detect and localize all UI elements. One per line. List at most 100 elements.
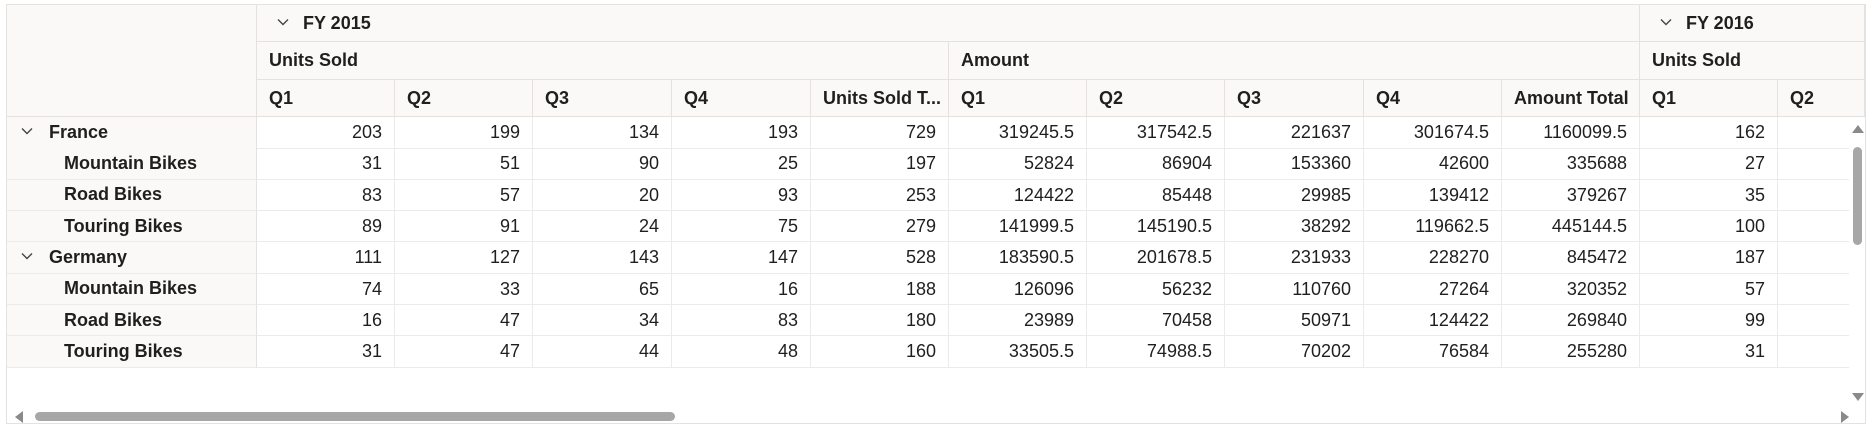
table-cell[interactable]: 124422 bbox=[1364, 304, 1502, 337]
table-cell[interactable]: 845472 bbox=[1502, 242, 1640, 274]
table-cell[interactable]: 74 bbox=[257, 273, 395, 305]
table-cell[interactable]: 320352 bbox=[1502, 273, 1640, 305]
column-header-1[interactable]: Q2 bbox=[395, 80, 533, 117]
table-cell[interactable]: 127 bbox=[395, 242, 533, 274]
table-cell[interactable]: 52824 bbox=[949, 148, 1087, 180]
table-cell[interactable]: 99 bbox=[1640, 304, 1778, 337]
row-header[interactable]: Mountain Bikes bbox=[7, 148, 257, 180]
table-cell[interactable]: 75 bbox=[672, 210, 811, 243]
table-cell[interactable]: 47 bbox=[395, 304, 533, 337]
horizontal-scrollbar[interactable] bbox=[7, 410, 1865, 423]
scroll-left-icon[interactable] bbox=[15, 411, 23, 423]
table-cell[interactable]: 188 bbox=[811, 273, 949, 305]
table-cell[interactable]: 301674.5 bbox=[1364, 117, 1502, 149]
scroll-right-icon[interactable] bbox=[1841, 411, 1849, 423]
table-cell[interactable]: 83 bbox=[672, 304, 811, 337]
table-cell[interactable]: 27 bbox=[1640, 148, 1778, 180]
table-cell[interactable]: 57 bbox=[1640, 273, 1778, 305]
table-cell[interactable]: 34 bbox=[533, 304, 672, 337]
table-cell[interactable] bbox=[1778, 211, 1849, 243]
vertical-scrollbar[interactable] bbox=[1849, 117, 1865, 410]
table-cell[interactable]: 162 bbox=[1640, 117, 1778, 149]
table-cell[interactable]: 93 bbox=[672, 179, 811, 212]
row-header[interactable]: Road Bikes bbox=[7, 304, 257, 337]
table-cell[interactable]: 50971 bbox=[1225, 304, 1364, 337]
table-cell[interactable]: 279 bbox=[811, 210, 949, 243]
row-header[interactable]: France bbox=[7, 117, 257, 149]
table-cell[interactable]: 197 bbox=[811, 148, 949, 180]
table-cell[interactable]: 85448 bbox=[1087, 179, 1225, 212]
table-cell[interactable] bbox=[1778, 305, 1849, 337]
table-cell[interactable]: 126096 bbox=[949, 273, 1087, 305]
table-cell[interactable]: 528 bbox=[811, 242, 949, 274]
table-cell[interactable]: 110760 bbox=[1225, 273, 1364, 305]
table-cell[interactable]: 25 bbox=[672, 148, 811, 180]
column-header-8[interactable]: Q4 bbox=[1364, 80, 1502, 117]
table-cell[interactable]: 111 bbox=[257, 242, 395, 274]
table-cell[interactable] bbox=[1778, 148, 1849, 180]
column-header-5[interactable]: Q1 bbox=[949, 80, 1087, 117]
table-cell[interactable]: 317542.5 bbox=[1087, 117, 1225, 149]
chevron-down-icon[interactable] bbox=[19, 123, 37, 141]
column-header-11[interactable]: Q2 bbox=[1778, 80, 1865, 117]
table-cell[interactable]: 201678.5 bbox=[1087, 242, 1225, 274]
table-cell[interactable]: 51 bbox=[395, 148, 533, 180]
table-cell[interactable] bbox=[1778, 274, 1849, 305]
table-cell[interactable]: 29985 bbox=[1225, 179, 1364, 212]
table-cell[interactable]: 91 bbox=[395, 210, 533, 243]
table-cell[interactable]: 70202 bbox=[1225, 336, 1364, 368]
measure-header-amount[interactable]: Amount bbox=[949, 42, 1640, 80]
table-cell[interactable]: 221637 bbox=[1225, 117, 1364, 149]
table-cell[interactable] bbox=[1778, 242, 1849, 274]
table-cell[interactable]: 269840 bbox=[1502, 304, 1640, 337]
chevron-down-icon[interactable] bbox=[19, 248, 37, 266]
table-cell[interactable]: 33505.5 bbox=[949, 336, 1087, 368]
table-cell[interactable]: 231933 bbox=[1225, 242, 1364, 274]
table-cell[interactable]: 193 bbox=[672, 117, 811, 149]
table-cell[interactable]: 33 bbox=[395, 273, 533, 305]
table-cell[interactable]: 379267 bbox=[1502, 179, 1640, 212]
table-cell[interactable]: 255280 bbox=[1502, 336, 1640, 368]
row-header[interactable]: Mountain Bikes bbox=[7, 273, 257, 305]
table-cell[interactable]: 83 bbox=[257, 179, 395, 212]
column-header-2[interactable]: Q3 bbox=[533, 80, 672, 117]
table-cell[interactable]: 124422 bbox=[949, 179, 1087, 212]
vertical-scroll-thumb[interactable] bbox=[1853, 147, 1862, 245]
table-cell[interactable]: 27264 bbox=[1364, 273, 1502, 305]
table-cell[interactable]: 57 bbox=[395, 179, 533, 212]
table-cell[interactable]: 23989 bbox=[949, 304, 1087, 337]
table-cell[interactable]: 445144.5 bbox=[1502, 210, 1640, 243]
table-cell[interactable]: 729 bbox=[811, 117, 949, 149]
table-cell[interactable]: 20 bbox=[533, 179, 672, 212]
row-header[interactable]: Road Bikes bbox=[7, 179, 257, 212]
table-cell[interactable]: 31 bbox=[257, 148, 395, 180]
scroll-up-icon[interactable] bbox=[1852, 125, 1864, 133]
column-header-10[interactable]: Q1 bbox=[1640, 80, 1778, 117]
table-cell[interactable]: 187 bbox=[1640, 242, 1778, 274]
table-cell[interactable]: 199 bbox=[395, 117, 533, 149]
table-cell[interactable]: 31 bbox=[257, 336, 395, 368]
table-cell[interactable]: 56232 bbox=[1087, 273, 1225, 305]
table-cell[interactable]: 44 bbox=[533, 336, 672, 368]
horizontal-scroll-thumb[interactable] bbox=[35, 412, 675, 421]
table-cell[interactable]: 35 bbox=[1640, 179, 1778, 212]
chevron-down-icon[interactable] bbox=[1658, 14, 1676, 32]
table-cell[interactable]: 16 bbox=[257, 304, 395, 337]
table-cell[interactable]: 335688 bbox=[1502, 148, 1640, 180]
table-cell[interactable]: 89 bbox=[257, 210, 395, 243]
column-header-3[interactable]: Q4 bbox=[672, 80, 811, 117]
table-cell[interactable] bbox=[1778, 336, 1849, 368]
column-header-0[interactable]: Q1 bbox=[257, 80, 395, 117]
table-cell[interactable]: 147 bbox=[672, 242, 811, 274]
table-cell[interactable]: 319245.5 bbox=[949, 117, 1087, 149]
table-cell[interactable]: 134 bbox=[533, 117, 672, 149]
table-cell[interactable]: 160 bbox=[811, 336, 949, 368]
measure-header-units-sold-2016[interactable]: Units Sold bbox=[1640, 42, 1865, 80]
row-header[interactable]: Touring Bikes bbox=[7, 210, 257, 243]
table-cell[interactable]: 1160099.5 bbox=[1502, 117, 1640, 149]
table-cell[interactable]: 145190.5 bbox=[1087, 210, 1225, 243]
table-cell[interactable]: 42600 bbox=[1364, 148, 1502, 180]
table-cell[interactable] bbox=[1778, 117, 1849, 149]
column-header-fy2015[interactable]: FY 2015 bbox=[257, 5, 1640, 42]
table-cell[interactable]: 143 bbox=[533, 242, 672, 274]
